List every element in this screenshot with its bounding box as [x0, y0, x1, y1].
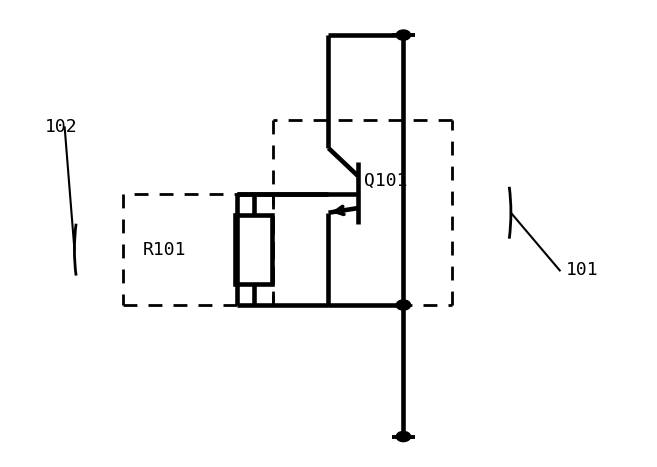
Text: Q101: Q101 — [365, 171, 408, 190]
Text: 102: 102 — [45, 118, 78, 136]
Circle shape — [396, 30, 411, 40]
Circle shape — [396, 300, 411, 310]
Text: 101: 101 — [566, 262, 599, 279]
Circle shape — [396, 432, 411, 442]
Text: R101: R101 — [143, 241, 187, 259]
Bar — [235, 215, 272, 284]
